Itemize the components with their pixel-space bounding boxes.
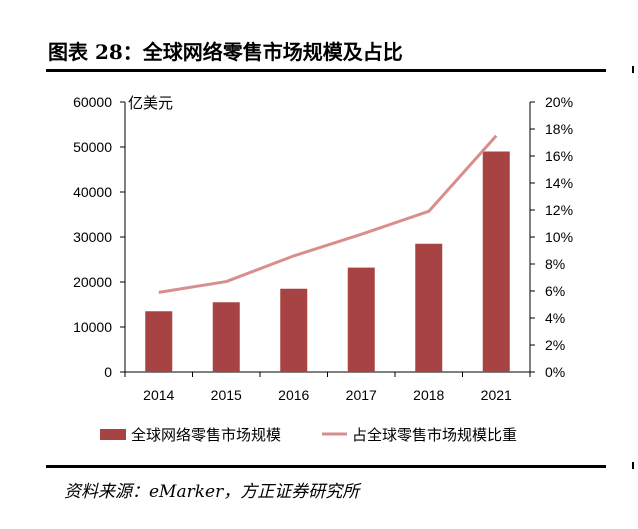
share-line [158,134,498,294]
legend-label-line: 占全球零售市场规模比重 [352,426,517,444]
y-tick-label-left: 60000 [73,94,112,110]
y-tick-label-right: 4% [545,310,565,326]
bar [145,311,173,372]
y-tick-label-right: 6% [545,283,565,299]
legend-label-bar: 全球网络零售市场规模 [131,426,281,444]
y-tick-label-right: 10% [545,229,573,245]
bar [212,302,240,372]
y-tick-label-right: 12% [545,202,573,218]
figure-title: 图表 28：全球网络零售市场规模及占比 [48,40,403,64]
bar [347,267,375,372]
y-tick-label-right: 16% [545,148,573,164]
bar [482,151,510,372]
bottom-rule [46,465,606,468]
x-tick-label: 2017 [346,387,377,403]
y-tick-label-left: 10000 [73,319,112,335]
legend-swatch-bar [100,429,126,440]
x-tick-label: 2014 [143,387,174,403]
edge-mark [632,66,634,73]
x-tick-label: 2015 [211,387,242,403]
top-rule [46,69,606,72]
source-note: 资料来源：eMarker，方正证券研究所 [64,482,360,502]
x-tick-label: 2021 [481,387,512,403]
y-tick-label-left: 40000 [73,184,112,200]
legend: 全球网络零售市场规模 占全球零售市场规模比重 [100,426,517,444]
y-tick-label-right: 20% [545,94,573,110]
y-tick-label-right: 18% [545,121,573,137]
x-tick-label: 2016 [278,387,309,403]
y-axis-unit: 亿美元 [128,94,173,112]
y-tick-label-left: 50000 [73,139,112,155]
y-tick-label-right: 0% [545,364,565,380]
bar [280,288,308,372]
y-tick-label-left: 0 [104,364,112,380]
x-tick-label: 2018 [413,387,444,403]
edge-mark [632,462,634,469]
y-tick-label-left: 20000 [73,274,112,290]
y-tick-label-right: 2% [545,337,565,353]
y-tick-label-left: 30000 [73,229,112,245]
y-tick-label-right: 8% [545,256,565,272]
bar [415,243,443,372]
y-tick-label-right: 14% [545,175,573,191]
